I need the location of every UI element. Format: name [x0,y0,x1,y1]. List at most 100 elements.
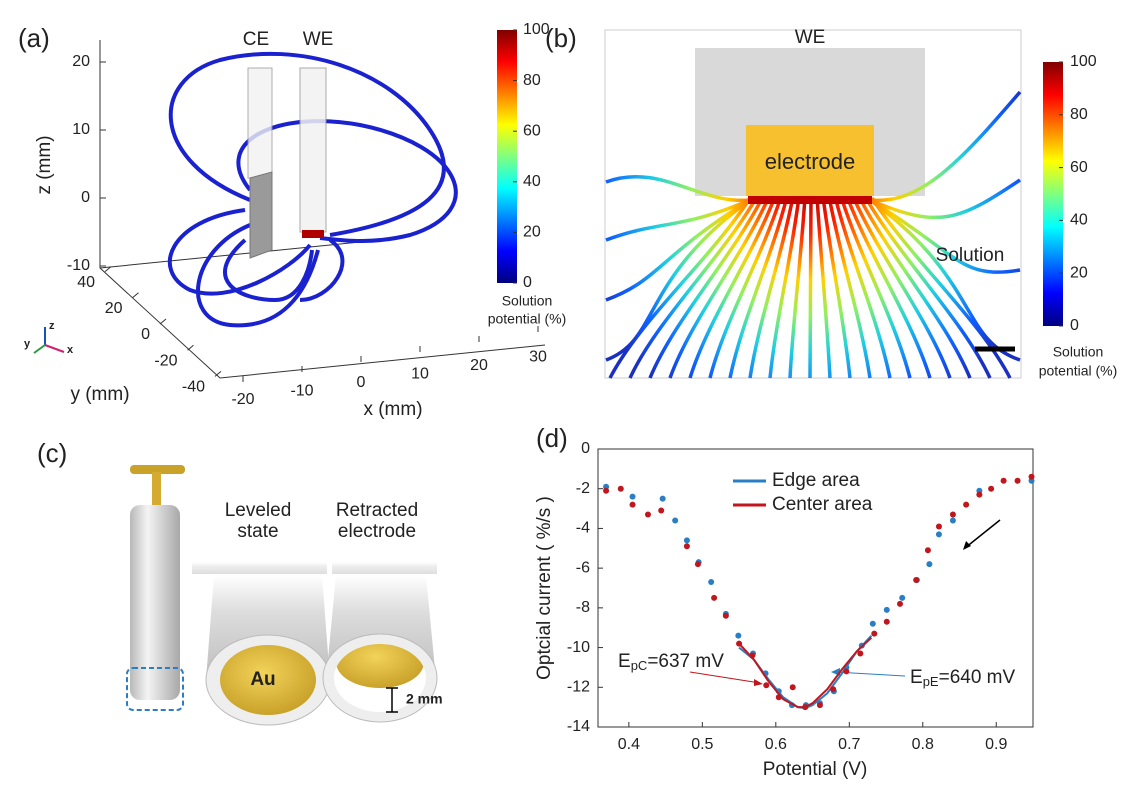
triad-label: z [49,320,55,332]
field-line [605,198,752,362]
electrode-label: electrode [765,149,856,174]
annotation-sub: pC [631,658,648,673]
field-line [708,197,783,379]
panel-c: (c) Au 2 mm Leveled state Retracted elec… [37,438,443,726]
x-tick-label: 0.6 [765,736,787,753]
arrow-head [963,541,971,550]
region-label: Solution [936,245,1005,266]
surface-plane [332,562,437,574]
data-point [789,684,796,691]
panel-label: (b) [545,23,577,53]
colorbar-tick-label: 100 [1070,53,1097,70]
field-line [605,175,751,203]
counter-plate [249,171,273,259]
data-point [1000,477,1007,484]
data-point [913,577,920,584]
data-point [659,495,666,502]
data-point [683,537,690,544]
panel-label: (c) [37,438,67,468]
y-tick-label: -12 [567,679,590,696]
data-point [644,511,651,518]
field-line [864,197,992,379]
field-lines [605,90,1022,379]
x-tick-label: 10 [411,366,429,383]
dimension [386,687,398,713]
data-point [897,600,904,607]
field-line [748,197,795,379]
y-tick [132,292,139,299]
x-tick-label: 0.5 [691,736,713,753]
electrode [746,125,874,196]
plot-frame [597,448,1034,728]
data-point [735,632,742,639]
data-point [763,682,770,689]
triad-label: x [67,344,74,356]
data-point [924,547,931,554]
y-tick-label: 0 [581,440,590,457]
panel-label: (a) [18,23,50,53]
data-point [926,561,933,568]
annotation-arrow [689,671,761,684]
handle-stem [152,472,161,508]
data-point [883,606,890,613]
material-label: Au [250,669,275,690]
fit-line [738,634,873,710]
field-line [858,197,972,379]
data-point [603,487,610,494]
dimension-label: 2 mm [406,691,443,707]
gold-disk [220,645,316,715]
annotation-sub: pE [923,674,939,689]
triad-label: y [24,338,31,350]
electrode-label: CE [243,29,269,50]
data-point [857,650,864,657]
data-point [883,618,890,625]
axis-title: z (mm) [34,135,55,194]
state-label: state [237,521,278,542]
x-tick-label: -20 [231,391,254,408]
colorbar [497,30,517,283]
arrow [964,519,1001,549]
data-point [830,686,837,693]
y-tick [214,371,222,377]
state-label: electrode [338,521,416,542]
field-line [821,197,852,379]
field-line [833,197,892,379]
y-tick [104,266,112,272]
field-line [870,197,1012,379]
field-line [845,197,932,379]
surface-plane [192,562,327,574]
data-point [976,491,983,498]
z-tick-label: 10 [72,121,90,138]
x-tick-label: 0.9 [985,736,1007,753]
y-tick-label: 40 [77,274,95,291]
y-tick-label: -14 [567,718,590,735]
colorbar-tick-label: 80 [1070,106,1088,123]
field-line [628,197,758,379]
state-label: Retracted [336,500,418,521]
legend-label: Edge area [772,470,860,491]
y-tick-label: 0 [141,326,150,343]
data-point [617,485,624,492]
colorbar-tick-label: 100 [523,21,550,38]
working-electrode [299,67,327,233]
state-label: Leveled [225,500,292,521]
field-line [668,197,770,379]
field-line [648,197,764,379]
data-point [899,594,906,601]
data-point [629,493,636,500]
x-tick-label: -10 [290,383,313,400]
y-tick-label: -20 [154,352,177,369]
data-point [629,501,636,508]
axis-title: y (mm) [70,384,129,405]
gold-disk [336,644,424,688]
x-axis-title: Potential (V) [763,759,868,780]
data-point [935,531,942,538]
field-line [839,197,912,379]
x-tick-label: 0.7 [838,736,860,753]
annotation: EpE=640 mV [910,667,1015,689]
data-point [683,543,690,550]
data-point [1028,473,1035,480]
field-line [827,197,872,379]
field-line [815,197,832,379]
